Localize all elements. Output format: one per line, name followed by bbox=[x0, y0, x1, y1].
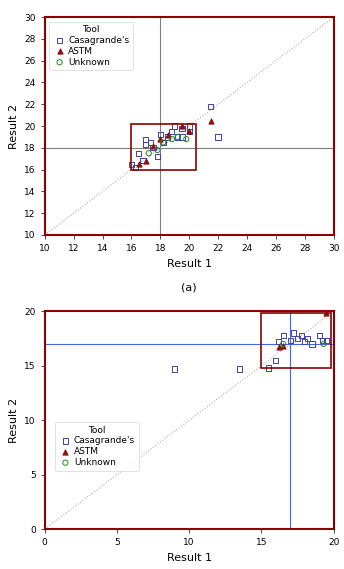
ASTM bbox=[280, 341, 286, 351]
ASTM bbox=[324, 309, 329, 318]
Casagrande's bbox=[288, 336, 293, 345]
ASTM bbox=[143, 156, 149, 166]
Casagrande's bbox=[172, 365, 178, 374]
Casagrande's bbox=[150, 143, 156, 152]
ASTM bbox=[136, 160, 141, 169]
Y-axis label: Result 2: Result 2 bbox=[9, 398, 19, 443]
Casagrande's bbox=[160, 138, 166, 147]
Casagrande's bbox=[175, 133, 180, 142]
Casagrande's bbox=[302, 337, 308, 347]
Casagrande's bbox=[172, 121, 178, 130]
Casagrande's bbox=[309, 339, 315, 348]
Unknown bbox=[280, 339, 286, 348]
Bar bbox=[131, 124, 196, 170]
ASTM bbox=[276, 343, 281, 352]
Legend: Casagrande's, ASTM, Unknown: Casagrande's, ASTM, Unknown bbox=[49, 22, 133, 70]
Casagrande's bbox=[266, 364, 271, 373]
Casagrande's bbox=[319, 336, 325, 345]
Casagrande's bbox=[290, 328, 296, 337]
ASTM bbox=[179, 121, 185, 130]
Casagrande's bbox=[133, 163, 139, 172]
Casagrande's bbox=[140, 156, 146, 166]
Unknown bbox=[184, 134, 189, 143]
Casagrande's bbox=[316, 331, 322, 340]
Casagrande's bbox=[305, 334, 310, 343]
Casagrande's bbox=[158, 130, 163, 139]
Casagrande's bbox=[143, 134, 149, 143]
Casagrande's bbox=[143, 140, 149, 149]
Casagrande's bbox=[276, 337, 281, 347]
Casagrande's bbox=[208, 102, 214, 111]
Legend: Casagrande's, ASTM, Unknown: Casagrande's, ASTM, Unknown bbox=[55, 422, 139, 471]
Casagrande's bbox=[280, 331, 286, 340]
Unknown bbox=[321, 339, 326, 348]
Bar bbox=[261, 314, 331, 368]
Casagrande's bbox=[237, 365, 243, 374]
Casagrande's bbox=[148, 138, 153, 147]
ASTM bbox=[186, 127, 192, 136]
Casagrande's bbox=[165, 133, 170, 142]
ASTM bbox=[158, 134, 163, 143]
ASTM bbox=[150, 141, 156, 150]
Casagrande's bbox=[155, 152, 160, 161]
Unknown bbox=[169, 134, 175, 143]
Unknown bbox=[146, 149, 151, 158]
X-axis label: Result 1: Result 1 bbox=[167, 552, 212, 563]
Casagrande's bbox=[273, 356, 279, 365]
Casagrande's bbox=[215, 133, 221, 142]
Text: (a): (a) bbox=[181, 283, 197, 293]
Casagrande's bbox=[169, 127, 175, 136]
Casagrande's bbox=[136, 149, 141, 158]
Casagrande's bbox=[324, 336, 329, 345]
Casagrande's bbox=[186, 127, 192, 136]
Casagrande's bbox=[295, 334, 300, 343]
Casagrande's bbox=[129, 160, 134, 169]
X-axis label: Result 1: Result 1 bbox=[167, 258, 212, 269]
Y-axis label: Result 2: Result 2 bbox=[9, 104, 19, 149]
Unknown bbox=[175, 133, 180, 142]
Unknown bbox=[155, 146, 160, 155]
Casagrande's bbox=[186, 121, 192, 130]
Casagrande's bbox=[179, 123, 185, 133]
ASTM bbox=[165, 130, 170, 139]
Casagrande's bbox=[299, 331, 305, 340]
ASTM bbox=[208, 116, 214, 125]
Casagrande's bbox=[179, 133, 185, 142]
Unknown bbox=[160, 138, 166, 147]
